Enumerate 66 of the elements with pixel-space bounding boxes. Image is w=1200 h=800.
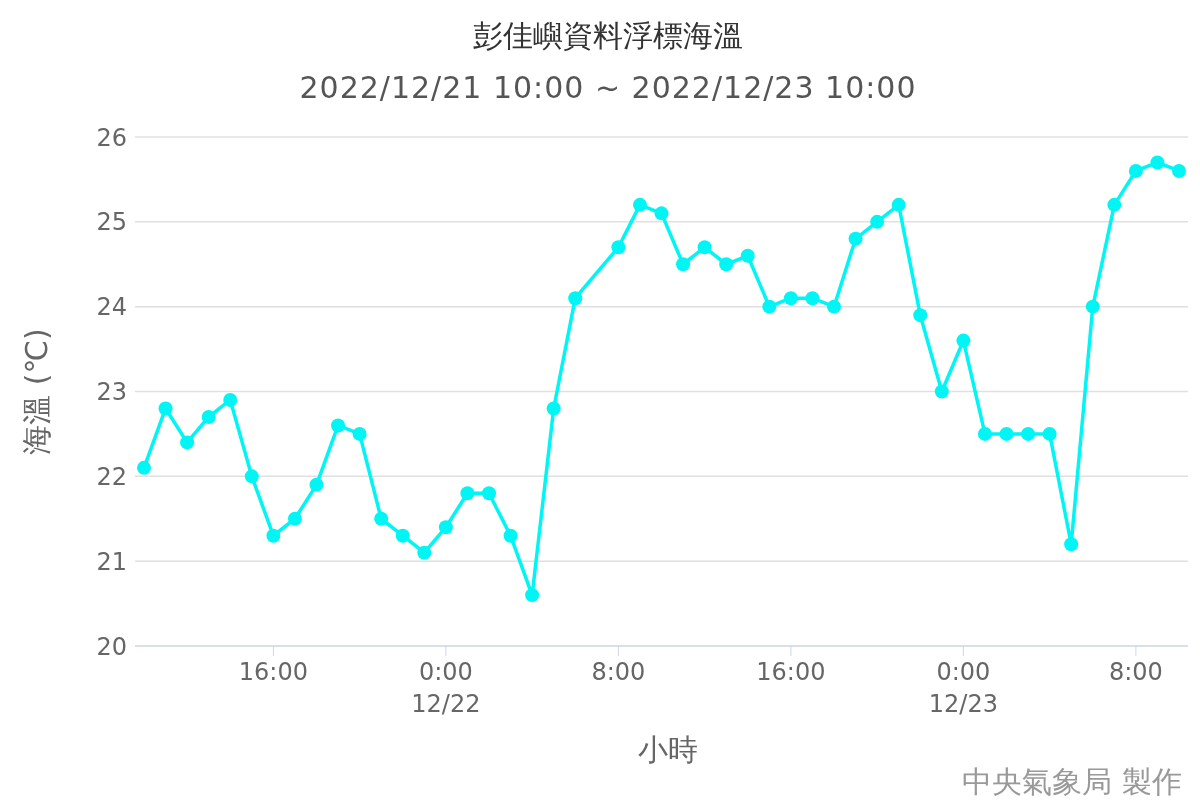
- point: [503, 528, 518, 543]
- point: [180, 435, 195, 450]
- point: [136, 460, 151, 475]
- chart-title: 彭佳嶼資料浮標海溫: [472, 17, 744, 55]
- x-tick-label: 16:00: [238, 658, 308, 686]
- point: [331, 418, 346, 433]
- x-tick-label: 0:00 12/22: [411, 658, 481, 718]
- point: [697, 240, 712, 255]
- point: [158, 401, 173, 416]
- point: [546, 401, 561, 416]
- point: [827, 299, 842, 314]
- point: [934, 384, 949, 399]
- point: [870, 214, 885, 229]
- point: [482, 486, 496, 501]
- point: [891, 197, 906, 212]
- point: [525, 588, 540, 603]
- point: [848, 231, 863, 246]
- point: [1064, 537, 1079, 552]
- point: [676, 257, 691, 272]
- point: [1128, 163, 1143, 178]
- point: [223, 392, 238, 407]
- point: [762, 299, 777, 314]
- point: [1107, 197, 1122, 212]
- point: [374, 511, 389, 526]
- x-axis-title: 小時: [638, 732, 698, 767]
- point: [460, 486, 475, 501]
- y-axis-title: 海溫 (℃): [18, 328, 54, 455]
- point: [1150, 155, 1165, 170]
- point: [719, 257, 734, 272]
- point: [977, 426, 992, 441]
- y-tick-label: 25: [96, 208, 127, 237]
- point: [201, 409, 216, 424]
- y-tick-label: 26: [96, 123, 127, 152]
- chart-subtitle: 2022/12/21 10:00 ~ 2022/12/23 10:00: [298, 70, 918, 105]
- point: [395, 528, 410, 543]
- x-tick-label: 8:00: [1108, 658, 1163, 686]
- y-tick-label: 23: [96, 378, 127, 407]
- x-tick-label: 8:00: [591, 658, 646, 686]
- point: [1085, 299, 1100, 314]
- point: [1042, 426, 1057, 441]
- point: [632, 197, 647, 212]
- point: [956, 333, 971, 348]
- point: [999, 426, 1014, 441]
- point: [805, 291, 820, 306]
- point: [417, 545, 432, 560]
- y-tick-label: 22: [96, 462, 127, 491]
- x-tick-label: 16:00: [756, 658, 826, 686]
- point: [438, 520, 453, 535]
- point: [309, 477, 324, 492]
- y-tick-label: 20: [96, 632, 127, 661]
- point: [266, 528, 281, 543]
- point: [654, 206, 669, 221]
- x-tick-label: 0:00 12/23: [928, 658, 998, 718]
- point: [611, 240, 626, 255]
- point: [287, 511, 302, 526]
- point: [783, 291, 798, 306]
- y-tick-label: 21: [96, 547, 127, 576]
- point: [913, 308, 928, 323]
- point: [1172, 163, 1187, 178]
- point: [352, 426, 367, 441]
- point: [244, 469, 259, 484]
- point: [568, 291, 583, 306]
- point: [740, 248, 755, 263]
- text: 中央氣象局 製作: [962, 763, 1182, 800]
- point: [1021, 426, 1036, 441]
- y-tick-label: 24: [96, 293, 127, 322]
